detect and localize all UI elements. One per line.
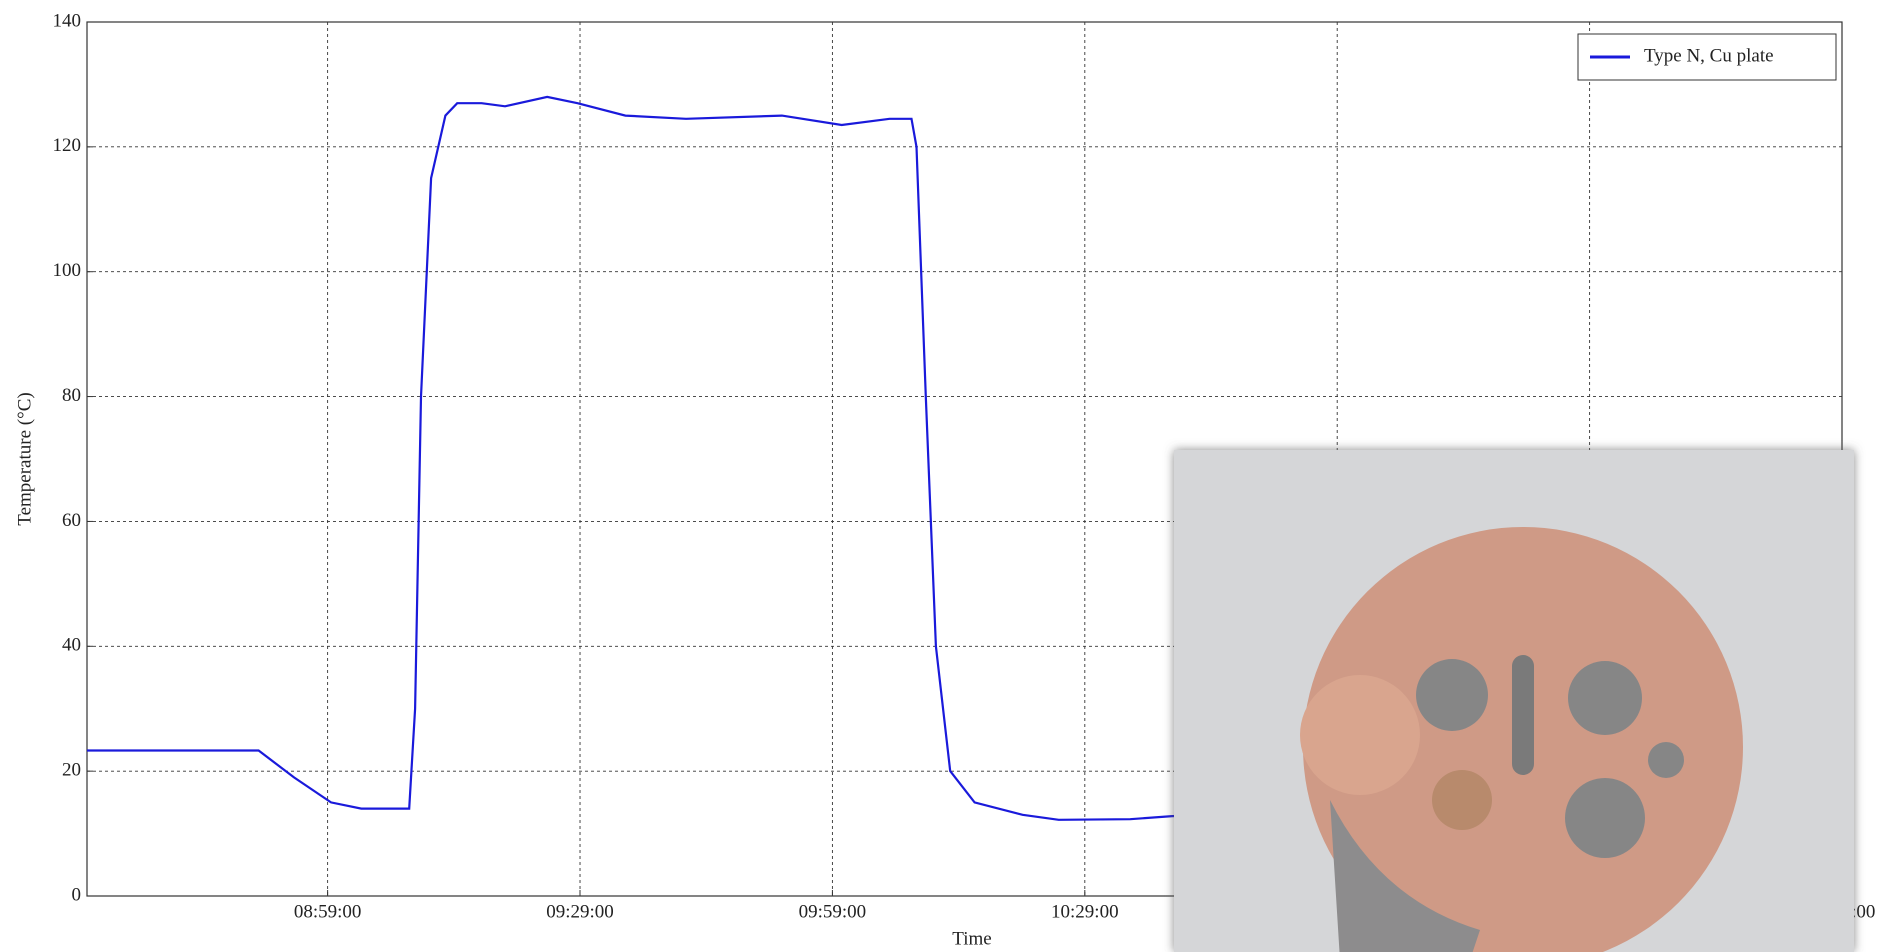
y-axis-label: Temperature (°C) [14,392,35,525]
y-tick-label: 20 [62,760,81,781]
y-tick-label: 140 [53,10,82,31]
y-tick-label: 80 [62,385,81,406]
legend-label: Type N, Cu plate [1644,45,1774,66]
x-tick-label: 09:59:00 [799,901,867,922]
x-axis-label: Time [952,928,991,949]
x-tick-label: 08:59:00 [294,901,362,922]
slot [1512,655,1534,775]
hole [1648,742,1684,778]
y-tick-label: 60 [62,510,81,531]
x-tick-label: 10:29:00 [1051,901,1119,922]
y-tick-label: 40 [62,635,81,656]
hole [1416,659,1488,731]
page: {"chart_data": { "type": "line", "x_labe… [0,0,1888,952]
solder [1432,770,1492,830]
chart: 0 20 40 60 80 100 120 140 08:59:00 09:29:00 09:59:… [0,0,1888,952]
y-tick-label: 100 [53,260,82,281]
copper-flap [1300,675,1420,795]
y-tick-label: 120 [53,135,82,156]
inset-photo [1174,450,1854,952]
y-tick-label: 0 [72,884,82,905]
hole [1565,778,1645,858]
hole [1568,661,1642,735]
x-tick-label: 09:29:00 [546,901,614,922]
